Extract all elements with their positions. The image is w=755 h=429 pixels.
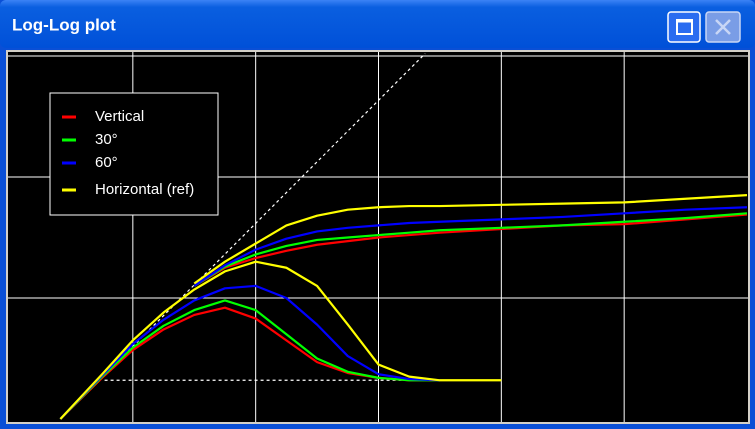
window-title: Log-Log plot (12, 15, 116, 34)
series-line-upper (193, 206, 748, 287)
close-button[interactable] (705, 11, 741, 43)
legend-label: Horizontal (ref) (95, 181, 194, 198)
legend-label: 60° (95, 154, 118, 171)
series-line (59, 284, 440, 420)
legend-label: Vertical (95, 108, 144, 125)
series-line-upper (193, 212, 748, 287)
maximize-button[interactable] (667, 11, 701, 43)
series-line-upper (193, 194, 748, 285)
plot (8, 52, 748, 422)
legend-label: 30° (95, 131, 118, 148)
series-line (59, 299, 440, 420)
legend: Vertical 30° 60° Horizontal (ref) (49, 92, 219, 216)
series-line (59, 260, 502, 420)
series-line-upper (193, 213, 748, 287)
title-bar (0, 0, 755, 48)
